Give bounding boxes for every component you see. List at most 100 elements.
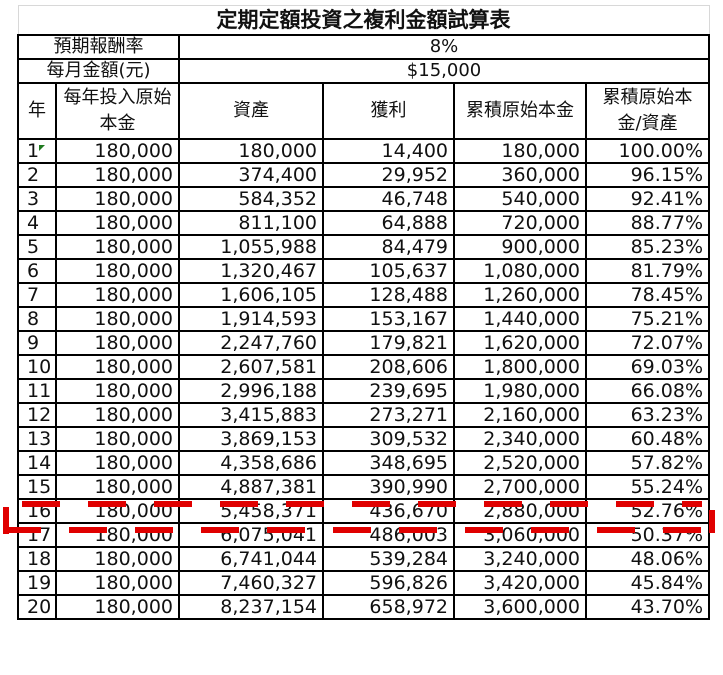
cell-assets[interactable]: 4,887,381 — [178, 474, 324, 500]
cell-cumulative-principal[interactable]: 3,240,000 — [453, 546, 587, 572]
cell-assets[interactable]: 374,400 — [178, 162, 324, 188]
cell-principal-ratio[interactable]: 55.24% — [584, 474, 711, 500]
cell-year[interactable]: 12 — [17, 402, 57, 428]
cell-year[interactable]: 3 — [17, 186, 57, 212]
cell-cumulative-principal[interactable]: 1,980,000 — [453, 378, 587, 404]
cell-year[interactable]: 9 — [17, 330, 57, 356]
cell-year[interactable]: 4 — [17, 210, 57, 236]
cell-annual-principal[interactable]: 180,000 — [55, 570, 180, 596]
col-header-principal-ratio[interactable]: 累積原始本金/資產 — [584, 82, 711, 140]
cell-cumulative-principal[interactable]: 1,800,000 — [453, 354, 587, 380]
cell-principal-ratio[interactable]: 96.15% — [584, 162, 711, 188]
cell-profit[interactable]: 539,284 — [322, 546, 455, 572]
cell-profit[interactable]: 128,488 — [322, 282, 455, 308]
cell-profit[interactable]: 105,637 — [322, 258, 455, 284]
cell-assets[interactable]: 2,996,188 — [178, 378, 324, 404]
cell-principal-ratio[interactable]: 69.03% — [584, 354, 711, 380]
cell-cumulative-principal[interactable]: 1,080,000 — [453, 258, 587, 284]
cell-year[interactable]: 5 — [17, 234, 57, 260]
cell-year[interactable]: 7 — [17, 282, 57, 308]
cell-profit[interactable]: 29,952 — [322, 162, 455, 188]
cell-annual-principal[interactable]: 180,000 — [55, 450, 180, 476]
cell-cumulative-principal[interactable]: 2,520,000 — [453, 450, 587, 476]
cell-annual-principal[interactable]: 180,000 — [55, 474, 180, 500]
cell-cumulative-principal[interactable]: 3,420,000 — [453, 570, 587, 596]
col-header-assets[interactable]: 資產 — [178, 82, 324, 140]
col-header-profit[interactable]: 獲利 — [322, 82, 455, 140]
cell-principal-ratio[interactable]: 63.23% — [584, 402, 711, 428]
cell-annual-principal[interactable]: 180,000 — [55, 282, 180, 308]
cell-profit[interactable]: 390,990 — [322, 474, 455, 500]
cell-cumulative-principal[interactable]: 720,000 — [453, 210, 587, 236]
cell-assets[interactable]: 4,358,686 — [178, 450, 324, 476]
cell-annual-principal[interactable]: 180,000 — [55, 306, 180, 332]
cell-annual-principal[interactable]: 180,000 — [55, 162, 180, 188]
cell-cumulative-principal[interactable]: 3,600,000 — [453, 594, 587, 620]
cell-cumulative-principal[interactable]: 540,000 — [453, 186, 587, 212]
cell-principal-ratio[interactable]: 50.37% — [584, 522, 711, 548]
cell-assets[interactable]: 584,352 — [178, 186, 324, 212]
cell-cumulative-principal[interactable]: 900,000 — [453, 234, 587, 260]
cell-year[interactable]: 6 — [17, 258, 57, 284]
cell-year[interactable]: 11 — [17, 378, 57, 404]
cell-principal-ratio[interactable]: 78.45% — [584, 282, 711, 308]
cell-profit[interactable]: 309,532 — [322, 426, 455, 452]
cell-cumulative-principal[interactable]: 1,620,000 — [453, 330, 587, 356]
cell-annual-principal[interactable]: 180,000 — [55, 234, 180, 260]
col-header-cumulative-principal[interactable]: 累積原始本金 — [453, 82, 587, 140]
cell-assets[interactable]: 811,100 — [178, 210, 324, 236]
cell-year[interactable]: 13 — [17, 426, 57, 452]
sheet-title[interactable]: 定期定額投資之複利金額試算表 — [17, 5, 710, 36]
cell-annual-principal[interactable]: 180,000 — [55, 378, 180, 404]
cell-principal-ratio[interactable]: 75.21% — [584, 306, 711, 332]
cell-profit[interactable]: 14,400 — [322, 138, 455, 164]
cell-assets[interactable]: 7,460,327 — [178, 570, 324, 596]
cell-principal-ratio[interactable]: 66.08% — [584, 378, 711, 404]
cell-assets[interactable]: 3,869,153 — [178, 426, 324, 452]
cell-assets[interactable]: 1,320,467 — [178, 258, 324, 284]
cell-principal-ratio[interactable]: 88.77% — [584, 210, 711, 236]
cell-annual-principal[interactable]: 180,000 — [55, 426, 180, 452]
cell-profit[interactable]: 46,748 — [322, 186, 455, 212]
cell-annual-principal[interactable]: 180,000 — [55, 402, 180, 428]
cell-year[interactable]: 1 — [17, 138, 57, 164]
cell-profit[interactable]: 84,479 — [322, 234, 455, 260]
cell-principal-ratio[interactable]: 43.70% — [584, 594, 711, 620]
param-value-return-rate[interactable]: 8% — [177, 34, 711, 60]
cell-assets[interactable]: 3,415,883 — [178, 402, 324, 428]
cell-assets[interactable]: 1,055,988 — [178, 234, 324, 260]
cell-principal-ratio[interactable]: 57.82% — [584, 450, 711, 476]
cell-annual-principal[interactable]: 180,000 — [55, 186, 180, 212]
cell-year[interactable]: 14 — [17, 450, 57, 476]
cell-cumulative-principal[interactable]: 1,260,000 — [453, 282, 587, 308]
param-value-monthly-amount[interactable]: $15,000 — [177, 58, 711, 84]
cell-assets[interactable]: 2,247,760 — [178, 330, 324, 356]
cell-annual-principal[interactable]: 180,000 — [55, 354, 180, 380]
cell-cumulative-principal[interactable]: 180,000 — [453, 138, 587, 164]
cell-profit[interactable]: 208,606 — [322, 354, 455, 380]
cell-year[interactable]: 20 — [17, 594, 57, 620]
cell-year[interactable]: 10 — [17, 354, 57, 380]
cell-assets[interactable]: 2,607,581 — [178, 354, 324, 380]
cell-profit[interactable]: 348,695 — [322, 450, 455, 476]
cell-profit[interactable]: 153,167 — [322, 306, 455, 332]
cell-profit[interactable]: 596,826 — [322, 570, 455, 596]
cell-year[interactable]: 18 — [17, 546, 57, 572]
cell-annual-principal[interactable]: 180,000 — [55, 522, 180, 548]
cell-cumulative-principal[interactable]: 2,160,000 — [453, 402, 587, 428]
cell-principal-ratio[interactable]: 81.79% — [584, 258, 711, 284]
cell-cumulative-principal[interactable]: 1,440,000 — [453, 306, 587, 332]
cell-principal-ratio[interactable]: 92.41% — [584, 186, 711, 212]
cell-profit[interactable]: 179,821 — [322, 330, 455, 356]
cell-annual-principal[interactable]: 180,000 — [55, 594, 180, 620]
cell-annual-principal[interactable]: 180,000 — [55, 138, 180, 164]
cell-principal-ratio[interactable]: 72.07% — [584, 330, 711, 356]
cell-profit[interactable]: 658,972 — [322, 594, 455, 620]
col-header-year[interactable]: 年 — [17, 82, 57, 140]
cell-assets[interactable]: 6,741,044 — [178, 546, 324, 572]
param-label-return-rate[interactable]: 預期報酬率 — [17, 34, 180, 60]
cell-year[interactable]: 15 — [17, 474, 57, 500]
cell-annual-principal[interactable]: 180,000 — [55, 258, 180, 284]
cell-year[interactable]: 19 — [17, 570, 57, 596]
cell-annual-principal[interactable]: 180,000 — [55, 210, 180, 236]
